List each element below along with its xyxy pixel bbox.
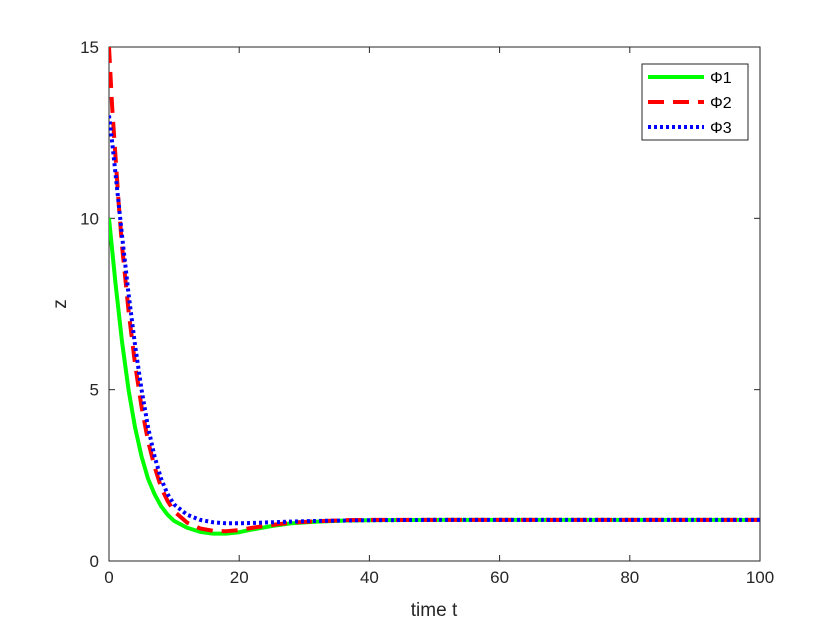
y-axis-label: z [50,299,71,309]
series-group [109,47,760,536]
y-tick-label: 10 [80,209,99,228]
x-tick-label: 40 [360,568,379,587]
series-line [109,47,760,534]
x-tick-label: 60 [490,568,509,587]
x-tick-label: 80 [620,568,639,587]
legend-label: Φ3 [710,120,732,137]
x-tick-label: 0 [104,568,113,587]
legend-label: Φ2 [710,95,732,112]
y-tick-label: 5 [90,381,99,400]
y-tick-label: 0 [90,552,99,571]
series-line [109,218,760,536]
legend-items: Φ1 Φ2 Φ3 [648,70,732,137]
x-tick-label: 100 [746,568,774,587]
x-tick-label: 20 [230,568,249,587]
legend: Φ1 Φ2 Φ3 [641,63,749,141]
legend-label: Φ1 [710,70,732,87]
y-tick-label: 15 [80,38,99,57]
axis-ticks: 0 20 40 60 80 100 0 5 10 15 [80,38,774,587]
x-axis-label: time t [411,600,458,621]
series-line [109,115,760,526]
